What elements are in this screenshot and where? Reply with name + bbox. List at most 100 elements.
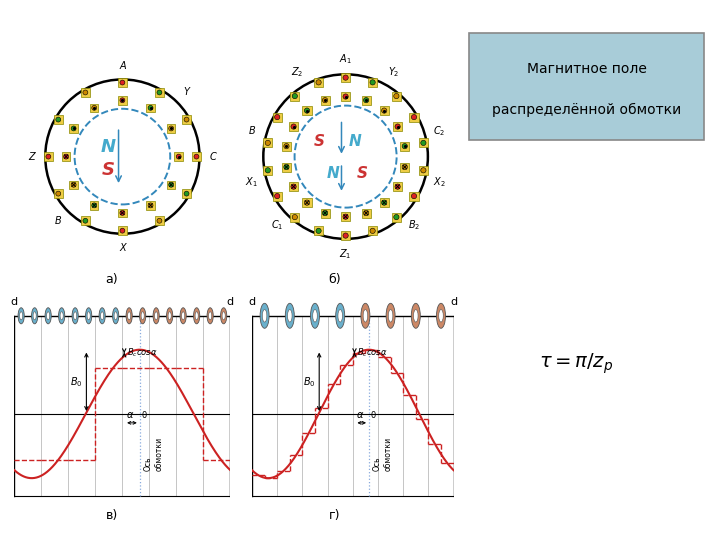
Text: B: B [55,216,61,226]
Circle shape [180,308,186,324]
Circle shape [83,218,88,223]
Circle shape [176,154,181,159]
Text: d: d [248,297,256,307]
Circle shape [284,144,289,149]
Circle shape [45,308,51,324]
Circle shape [394,93,399,99]
FancyBboxPatch shape [393,122,402,131]
Circle shape [120,228,125,233]
Circle shape [370,80,375,85]
Circle shape [420,140,426,145]
Text: Магнитное поле: Магнитное поле [527,62,647,76]
FancyBboxPatch shape [54,190,63,198]
Circle shape [120,80,125,85]
Circle shape [155,312,158,320]
FancyBboxPatch shape [368,78,377,87]
Text: S: S [314,134,325,149]
Circle shape [370,228,375,233]
Circle shape [323,98,328,103]
Circle shape [291,124,296,129]
Circle shape [402,144,408,149]
Circle shape [338,309,343,322]
Text: б): б) [328,273,341,287]
Circle shape [194,154,199,159]
Circle shape [127,312,131,320]
Text: распределённой обмотки: распределённой обмотки [492,103,681,117]
Text: N: N [101,138,116,156]
Circle shape [274,114,280,120]
FancyBboxPatch shape [368,226,377,235]
Circle shape [305,200,310,205]
Text: $C_1$: $C_1$ [271,218,283,232]
Text: $X_2$: $X_2$ [433,175,446,188]
Circle shape [194,308,199,324]
Text: в): в) [105,509,118,523]
FancyBboxPatch shape [392,92,401,100]
FancyBboxPatch shape [118,208,127,217]
Text: d: d [227,297,234,307]
FancyBboxPatch shape [264,166,272,175]
Text: $B_c cos\alpha$: $B_c cos\alpha$ [127,347,158,359]
Circle shape [274,193,280,199]
Circle shape [343,94,348,99]
FancyBboxPatch shape [290,213,300,221]
Circle shape [101,312,104,320]
FancyBboxPatch shape [282,141,291,151]
Text: Ось
обмотки: Ось обмотки [144,437,163,471]
FancyBboxPatch shape [314,78,323,87]
FancyBboxPatch shape [361,208,371,218]
FancyBboxPatch shape [320,96,330,105]
Circle shape [413,309,418,322]
Circle shape [260,303,269,328]
FancyBboxPatch shape [182,116,191,124]
FancyBboxPatch shape [69,180,78,189]
Circle shape [86,308,91,324]
Circle shape [60,312,63,320]
Circle shape [222,312,225,320]
Circle shape [72,308,78,324]
Circle shape [394,214,399,220]
FancyBboxPatch shape [273,192,282,201]
Text: $Z_1$: $Z_1$ [339,247,352,261]
FancyBboxPatch shape [174,152,183,161]
FancyBboxPatch shape [289,182,298,191]
Text: A: A [119,60,126,71]
Text: Z: Z [28,152,35,161]
Circle shape [55,117,60,122]
Text: N: N [327,166,340,180]
Circle shape [323,211,328,215]
Circle shape [411,303,420,328]
Text: $X_1$: $X_1$ [246,175,258,188]
Circle shape [184,191,189,196]
Text: $B_2$: $B_2$ [408,218,420,232]
Circle shape [316,80,321,85]
FancyBboxPatch shape [419,166,428,175]
Circle shape [382,200,387,205]
FancyBboxPatch shape [90,104,99,112]
FancyBboxPatch shape [392,213,401,221]
Circle shape [63,154,68,159]
FancyBboxPatch shape [81,217,89,225]
Circle shape [120,211,125,215]
Circle shape [19,312,23,320]
Circle shape [291,184,296,189]
Circle shape [114,312,117,320]
Circle shape [312,309,318,322]
FancyBboxPatch shape [400,163,409,172]
Text: Y: Y [184,87,190,97]
Circle shape [168,312,171,320]
Text: S: S [102,161,115,179]
FancyBboxPatch shape [469,33,704,140]
Circle shape [195,312,198,320]
FancyBboxPatch shape [379,106,389,115]
Circle shape [343,233,348,238]
FancyBboxPatch shape [118,226,127,235]
Circle shape [166,308,173,324]
FancyBboxPatch shape [341,212,350,221]
Text: г): г) [329,509,341,523]
Circle shape [382,108,387,113]
FancyBboxPatch shape [379,198,389,207]
FancyBboxPatch shape [90,201,99,210]
Circle shape [112,308,119,324]
FancyBboxPatch shape [341,231,350,240]
